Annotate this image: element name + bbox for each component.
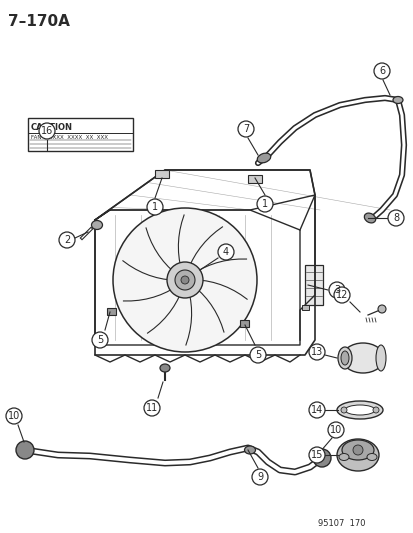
Ellipse shape (363, 213, 375, 223)
Ellipse shape (91, 221, 102, 230)
Text: 2: 2 (64, 235, 70, 245)
Circle shape (256, 196, 272, 212)
Ellipse shape (338, 454, 348, 461)
Circle shape (308, 447, 324, 463)
Text: 95107  170: 95107 170 (317, 519, 365, 528)
Text: 7: 7 (242, 124, 249, 134)
Circle shape (16, 441, 34, 459)
Text: 4: 4 (222, 247, 228, 257)
Text: 1: 1 (261, 199, 267, 209)
Text: 10: 10 (8, 411, 20, 421)
Circle shape (328, 282, 344, 298)
Ellipse shape (336, 439, 378, 471)
Text: 8: 8 (392, 213, 398, 223)
Ellipse shape (159, 364, 170, 372)
Text: 12: 12 (335, 290, 347, 300)
Ellipse shape (392, 96, 402, 103)
Bar (240, 320, 248, 327)
Text: 16: 16 (41, 126, 53, 136)
Circle shape (327, 422, 343, 438)
Ellipse shape (375, 345, 385, 371)
Text: 13: 13 (310, 347, 322, 357)
Circle shape (387, 210, 403, 226)
Text: 5: 5 (97, 335, 103, 345)
Text: 7–170A: 7–170A (8, 14, 70, 29)
Bar (301, 305, 308, 310)
Text: CAUTION: CAUTION (31, 123, 73, 132)
Bar (154, 170, 169, 178)
Circle shape (92, 332, 108, 348)
Circle shape (308, 344, 324, 360)
Text: 15: 15 (310, 450, 323, 460)
Circle shape (252, 469, 267, 485)
Circle shape (59, 232, 75, 248)
Text: 9: 9 (256, 472, 262, 482)
Circle shape (180, 276, 189, 284)
Ellipse shape (244, 446, 255, 454)
Circle shape (39, 123, 55, 139)
Circle shape (6, 408, 22, 424)
Circle shape (249, 347, 266, 363)
Text: 6: 6 (378, 66, 384, 76)
Circle shape (373, 63, 389, 79)
Text: 10: 10 (329, 425, 341, 435)
Text: 5: 5 (254, 350, 261, 360)
Circle shape (372, 407, 378, 413)
Ellipse shape (341, 343, 383, 373)
Ellipse shape (256, 153, 270, 163)
Circle shape (237, 121, 254, 137)
Circle shape (144, 400, 159, 416)
Text: 11: 11 (145, 403, 158, 413)
Text: 1: 1 (152, 202, 158, 212)
Circle shape (333, 287, 349, 303)
Circle shape (377, 305, 385, 313)
Ellipse shape (340, 351, 348, 365)
Circle shape (312, 449, 330, 467)
Circle shape (308, 402, 324, 418)
Bar (304, 265, 322, 305)
Circle shape (175, 270, 195, 290)
Circle shape (166, 262, 202, 298)
Circle shape (340, 407, 346, 413)
Circle shape (352, 445, 362, 455)
Circle shape (113, 208, 256, 352)
Ellipse shape (337, 347, 351, 369)
Text: 3: 3 (333, 285, 339, 295)
Ellipse shape (336, 401, 382, 419)
Circle shape (218, 244, 233, 260)
Text: FAN  XXXXX  XXXX  XX  XXX: FAN XXXXX XXXX XX XXX (31, 135, 108, 140)
Ellipse shape (344, 405, 374, 415)
Text: 14: 14 (310, 405, 322, 415)
Circle shape (147, 199, 163, 215)
Bar (107, 308, 116, 315)
Bar (28, 118, 133, 151)
Ellipse shape (366, 454, 376, 461)
Ellipse shape (341, 440, 373, 460)
Bar (247, 175, 261, 183)
